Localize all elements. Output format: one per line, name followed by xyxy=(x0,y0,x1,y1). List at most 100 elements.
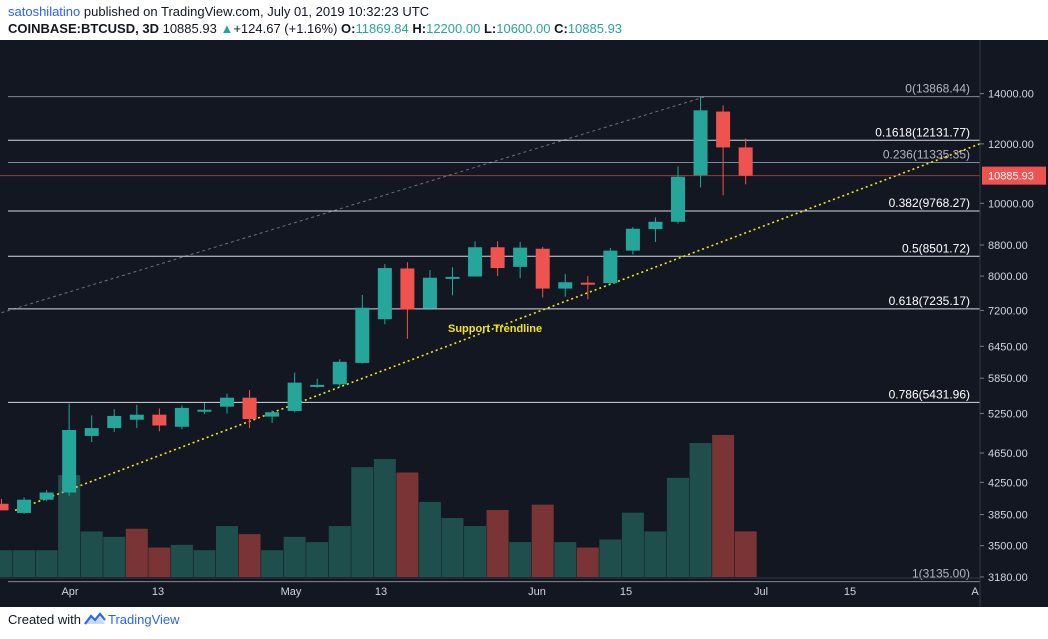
candle xyxy=(17,497,32,514)
fib-level-0.786-label: 0.786(5431.96) xyxy=(889,387,970,401)
y-tick-label: 8800.00 xyxy=(988,240,1028,252)
volume-bar xyxy=(103,536,126,577)
volume-bar xyxy=(148,547,171,577)
price-chart[interactable]: 0(13868.44) 0.1618(12131.77) 0.236(11335.3… xyxy=(0,40,1048,607)
candle-body xyxy=(422,277,437,309)
candle-body xyxy=(152,414,167,426)
volume-bar xyxy=(418,501,441,577)
change-value: +124.67 (+1.16%) xyxy=(233,21,338,36)
low-label: L: xyxy=(483,21,497,36)
volume-bar xyxy=(58,475,81,577)
volume-bar xyxy=(621,512,644,577)
volume-bar xyxy=(576,547,599,577)
candle xyxy=(310,378,325,388)
candle-body xyxy=(310,384,325,387)
fib-level-1-label: 1(3135.00) xyxy=(912,567,970,581)
x-tick-label: 15 xyxy=(620,586,632,598)
candle-body xyxy=(671,176,685,222)
candle xyxy=(422,270,437,311)
candle-body xyxy=(107,415,122,429)
candle-body xyxy=(174,407,189,427)
publish-info: satoshilatino published on TradingView.c… xyxy=(8,4,429,19)
support-trendline-group[interactable]: Support Trendline xyxy=(0,140,988,512)
x-tick-label: A xyxy=(971,586,979,598)
candle-body xyxy=(625,228,640,251)
candle-body xyxy=(0,503,9,511)
x-tick-label: Apr xyxy=(61,586,78,598)
fib-level-0.618-label: 0.618(7235.17) xyxy=(889,294,970,308)
candle xyxy=(693,96,708,188)
candle-body xyxy=(580,282,595,285)
volume-bar xyxy=(712,434,735,577)
candle xyxy=(107,409,122,432)
candle-body xyxy=(242,397,257,420)
candle-body xyxy=(355,307,370,363)
candles-layer xyxy=(0,96,753,514)
y-tick-label: 5250.00 xyxy=(988,408,1028,420)
volume-bar xyxy=(441,518,464,577)
candle xyxy=(242,390,257,429)
fib-level-0.236-label: 0.236(11335.35) xyxy=(883,147,970,161)
fib-retracement[interactable]: 0(13868.44) 0.1618(12131.77) 0.236(11335.3… xyxy=(1,82,981,583)
volume-bar xyxy=(328,526,351,577)
volume-bar xyxy=(80,531,103,577)
candle-body xyxy=(468,247,483,277)
y-tick-label: 12000.00 xyxy=(988,139,1034,151)
volume-bar xyxy=(13,550,36,577)
candle xyxy=(152,408,167,432)
candle xyxy=(197,403,212,415)
volume-bar xyxy=(464,526,487,577)
candle xyxy=(174,405,189,430)
volume-bar xyxy=(734,531,757,577)
volume-bar xyxy=(486,510,509,577)
y-tick-label: 4650.00 xyxy=(988,448,1028,460)
candle xyxy=(625,226,640,255)
fib-level-0.5-label: 0.5(8501.72) xyxy=(902,241,970,255)
candle-body xyxy=(558,282,573,289)
change-up-icon: ▲ xyxy=(220,21,234,36)
candle-body xyxy=(603,250,618,284)
volume-bar xyxy=(0,550,13,577)
volume-bar xyxy=(238,534,261,577)
candle-body xyxy=(287,382,302,411)
symbol-label: COINBASE:BTCUSD, 3D xyxy=(8,21,159,36)
fib-level-0-label: 0(13868.44) xyxy=(905,82,970,96)
x-tick-label: 13 xyxy=(375,586,387,598)
author-link[interactable]: satoshilatino xyxy=(8,4,81,19)
y-tick-label: 10000.00 xyxy=(988,198,1034,210)
candle xyxy=(603,247,618,285)
volume-bar xyxy=(509,542,532,577)
candle xyxy=(129,404,144,429)
candle xyxy=(0,498,9,511)
candle xyxy=(716,105,731,196)
volume-bar xyxy=(599,539,622,577)
support-trendline[interactable] xyxy=(14,140,988,512)
close-label: C: xyxy=(554,21,568,36)
y-tick-label: 6450.00 xyxy=(988,341,1028,353)
volume-bar xyxy=(193,550,216,577)
candle xyxy=(490,241,505,277)
candle xyxy=(738,138,753,185)
volume-bar xyxy=(373,459,396,577)
tradingview-link[interactable]: TradingView xyxy=(107,612,180,627)
fib-diagonal-line[interactable] xyxy=(1,96,706,314)
open-value: 11869.84 xyxy=(355,21,409,36)
low-value: 10600.00 xyxy=(496,21,551,36)
candle-body xyxy=(265,412,280,417)
volume-bar xyxy=(283,536,306,577)
y-tick-label: 3500.00 xyxy=(988,541,1028,553)
x-tick-label: 15 xyxy=(844,586,856,598)
volume-bar xyxy=(396,472,419,577)
candle xyxy=(558,274,573,297)
y-tick-label: 3180.00 xyxy=(988,572,1028,584)
volume-bar xyxy=(689,443,712,577)
candle xyxy=(377,264,392,325)
fib-level-0.382-label: 0.382(9768.27) xyxy=(889,196,970,210)
volume-bar xyxy=(351,467,374,577)
candle xyxy=(671,166,685,224)
candle-body xyxy=(129,414,144,420)
volume-layer xyxy=(0,434,757,577)
high-label: H: xyxy=(412,21,427,36)
candle-body xyxy=(84,428,99,436)
volume-bar xyxy=(261,550,284,577)
